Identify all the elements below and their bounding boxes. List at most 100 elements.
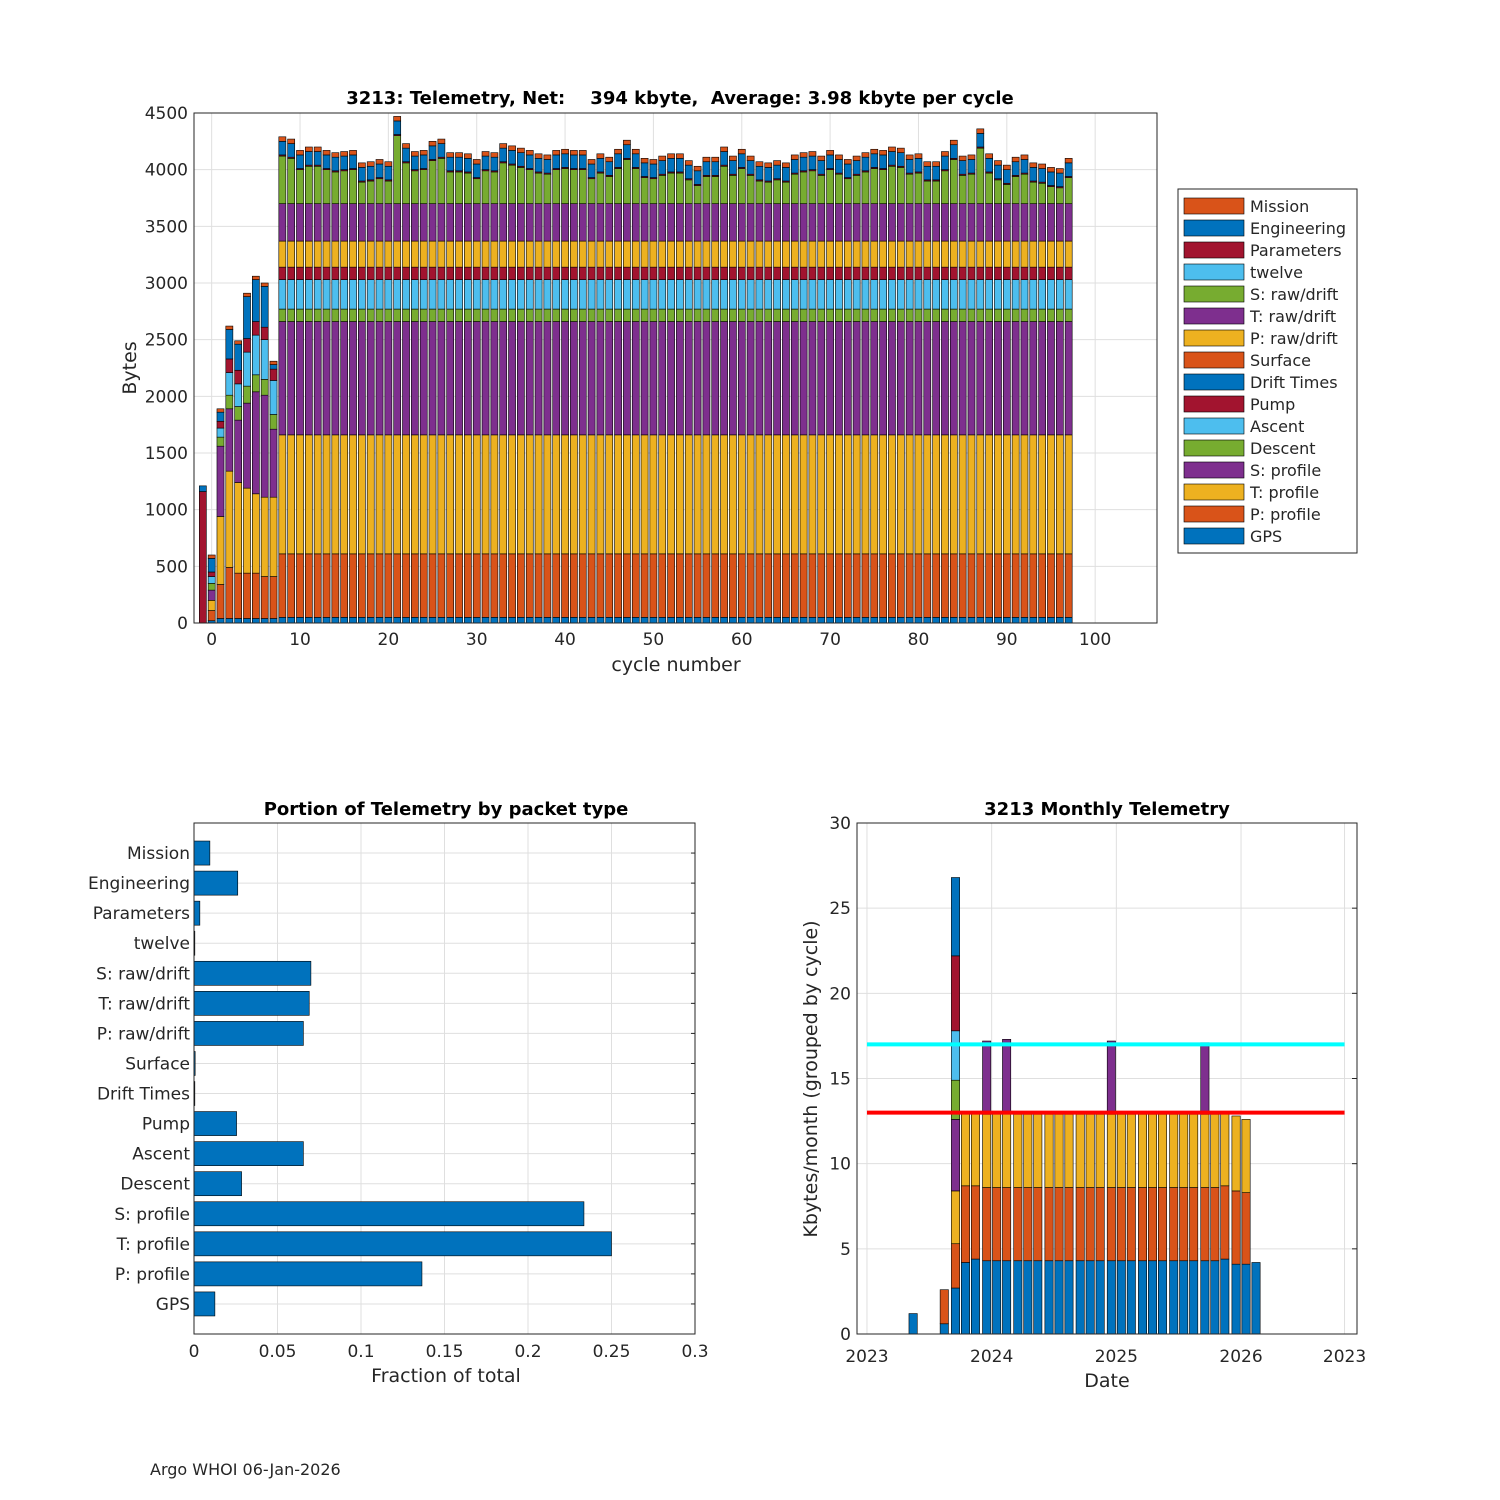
chart1-bar-segment: [605, 161, 614, 176]
chart1-bar-segment: [1011, 156, 1020, 163]
chart1-bar-segment: [684, 164, 693, 180]
chart1-ytick-label: 1500: [145, 444, 188, 464]
chart1-bar-segment: [640, 553, 649, 618]
chart1-bar-segment: [525, 617, 534, 624]
chart1-bar-segment: [799, 171, 808, 204]
chart1-bar-segment: [684, 308, 693, 322]
chart1-bar-segment: [746, 240, 755, 268]
chart1-bar-segment: [693, 279, 702, 310]
chart3-bar-segment: [1054, 1187, 1064, 1262]
chart1-bar-segment: [702, 203, 711, 242]
chart2-category-label: Surface: [125, 1054, 190, 1074]
chart1-bar-segment: [737, 240, 746, 268]
chart3-xlabel: Date: [1084, 1370, 1129, 1392]
chart1-bar-segment: [949, 266, 958, 280]
chart1-bar-segment: [658, 266, 667, 280]
chart1-bar-segment: [1064, 177, 1073, 204]
chart1-bar-segment: [967, 203, 976, 242]
chart1-bar-segment: [667, 279, 675, 310]
chart1-bar-segment: [729, 240, 737, 268]
chart1-bar-segment: [914, 434, 923, 555]
chart2-category-label: S: raw/drift: [96, 964, 190, 984]
chart1-bar-segment: [1047, 279, 1055, 310]
chart1-bar-segment: [1064, 308, 1073, 322]
chart1-bar-segment: [1055, 187, 1064, 204]
chart2-bar: [193, 991, 310, 1016]
chart1-bar-segment: [985, 203, 993, 242]
chart1-bar-segment: [737, 321, 746, 436]
chart1-bar-segment: [464, 172, 472, 204]
chart2-bar: [193, 1021, 304, 1046]
chart1-bar-segment: [561, 203, 569, 242]
chart1-bar-segment: [976, 321, 985, 436]
chart1-bar-segment: [578, 617, 587, 624]
chart1-bar-segment: [481, 170, 490, 204]
chart1-legend-swatch: [1183, 505, 1245, 523]
chart3-bar-segment: [1095, 1113, 1105, 1188]
chart1-bar-segment: [879, 308, 887, 322]
chart3-bar-segment: [1241, 1119, 1251, 1193]
chart1-bar-segment: [428, 321, 437, 436]
chart1-bar-segment: [649, 178, 658, 204]
chart1-bar-segment: [631, 240, 640, 268]
chart1-bar-segment: [631, 434, 640, 555]
chart1-legend-swatch: [1183, 351, 1245, 369]
chart1-bar-segment: [428, 145, 437, 160]
chart1-bar-segment: [888, 434, 896, 555]
chart1-bar-segment: [552, 169, 561, 204]
chart1-bar-segment: [941, 321, 949, 436]
chart3-bar-segment: [970, 1112, 980, 1187]
chart1-bar-segment: [967, 266, 976, 280]
chart1-bar-segment: [888, 203, 896, 242]
chart1-bar-segment: [852, 203, 861, 242]
chart3-bar-segment: [1095, 1187, 1105, 1262]
chart1-bar-segment: [490, 553, 499, 618]
chart1-bar-segment: [729, 308, 737, 322]
chart3-bar-segment: [1106, 1113, 1116, 1188]
chart1-bar-segment: [1047, 266, 1055, 280]
chart1-bar-segment: [808, 434, 817, 555]
chart1-bar-segment: [499, 203, 508, 242]
chart1-bar-segment: [517, 553, 525, 618]
chart1-xtick-label: 20: [378, 630, 400, 650]
chart1-bar-segment: [358, 617, 366, 624]
chart1-bar-segment: [331, 266, 340, 280]
chart1-bar-segment: [729, 279, 737, 310]
chart1-bar-segment: [278, 279, 287, 310]
chart1-bar-segment: [932, 553, 940, 618]
chart3-bar-segment: [982, 1187, 992, 1262]
chart1-bar-segment: [1064, 553, 1073, 618]
chart1-bar-segment: [1038, 168, 1046, 183]
chart1-bar-segment: [428, 553, 437, 618]
chart3-bar-segment: [1013, 1187, 1023, 1262]
chart1-bar-segment: [570, 308, 578, 322]
chart1-bar-segment: [782, 167, 790, 182]
chart3-bar-segment: [1106, 1260, 1116, 1335]
chart1-bar-segment: [269, 428, 278, 498]
chart1-bar-segment: [773, 179, 781, 204]
chart1-bar-segment: [684, 160, 693, 166]
chart1-bar-segment: [614, 240, 622, 268]
chart1-bar-segment: [411, 170, 419, 204]
chart1-bar-segment: [1011, 161, 1020, 176]
chart1-bar-segment: [305, 146, 313, 152]
chart3-bar-segment: [1075, 1260, 1085, 1335]
chart1-bar-segment: [967, 173, 976, 204]
chart1-bar-segment: [305, 279, 313, 310]
chart1-bar-segment: [729, 160, 737, 175]
chart1-bar-segment: [994, 617, 1002, 624]
chart3-bar-segment: [1095, 1260, 1105, 1335]
chart1-bar-segment: [1020, 308, 1029, 322]
chart1-bar-segment: [340, 170, 349, 204]
chart1-bar-segment: [349, 266, 357, 280]
chart1-bar-segment: [755, 266, 764, 280]
chart1-bar-segment: [517, 240, 525, 268]
chart1-bar-segment: [923, 266, 932, 280]
chart1-bar-segment: [773, 164, 781, 180]
chart1-bar-segment: [278, 203, 287, 242]
chart1-bar-segment: [817, 434, 826, 555]
chart1-bar-segment: [216, 516, 225, 585]
chart1-bar-segment: [1002, 266, 1011, 280]
chart1-bar-segment: [419, 321, 428, 436]
chart1-bar-segment: [331, 434, 340, 555]
